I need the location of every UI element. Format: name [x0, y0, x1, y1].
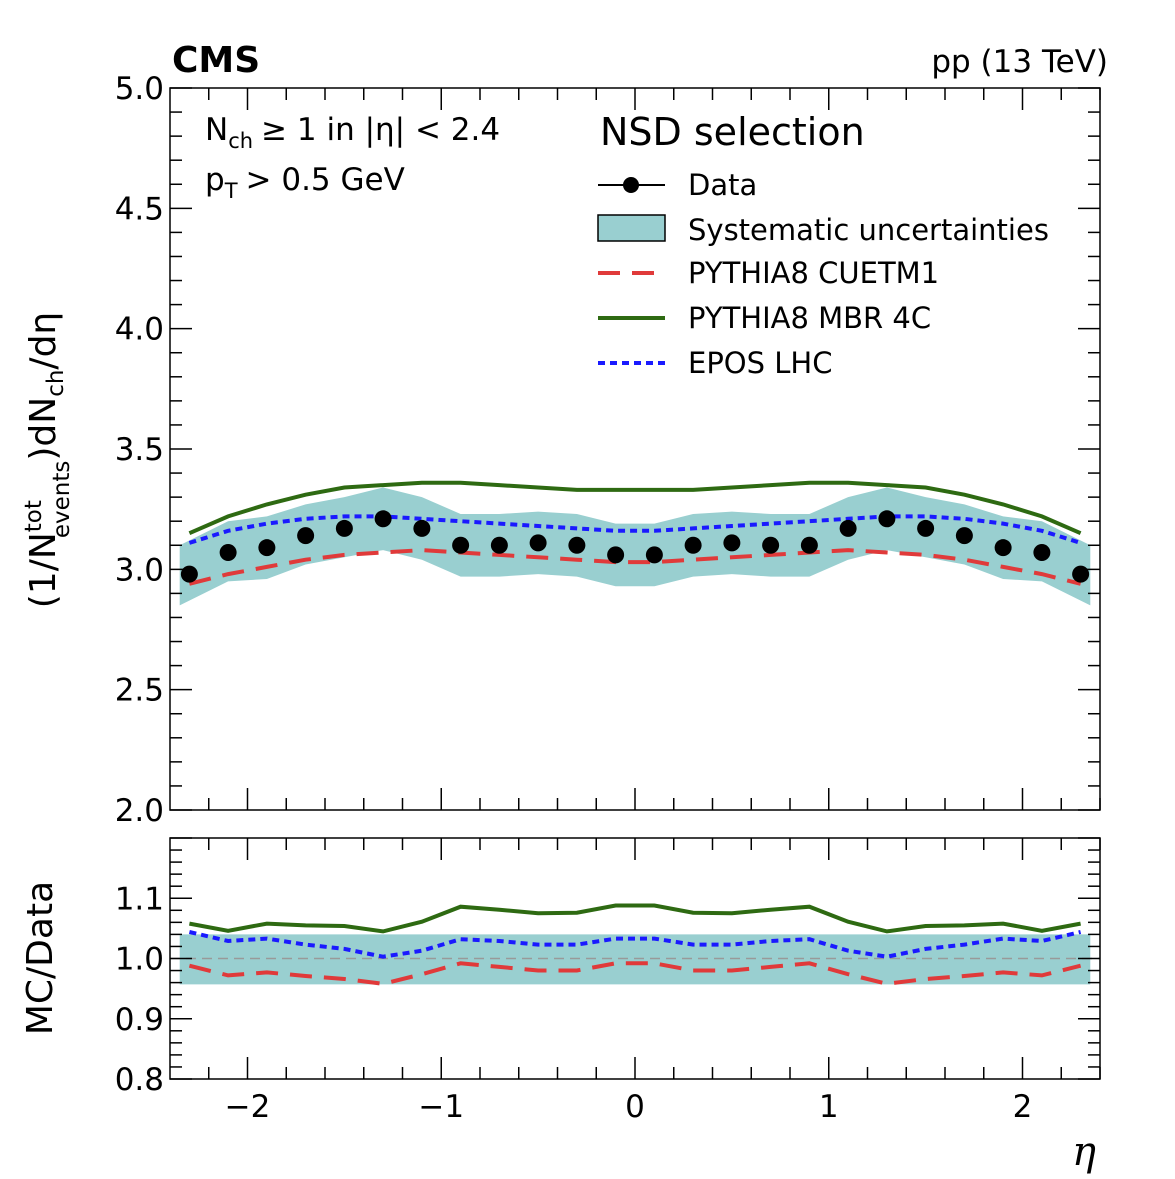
data-point	[1033, 543, 1051, 561]
x-tick-label: 1	[819, 1089, 839, 1125]
y-tick-label-main: 2.5	[115, 673, 164, 709]
series-mbr-ratio	[189, 903, 1081, 934]
x-tick-label: −2	[225, 1089, 271, 1125]
data-point	[374, 510, 392, 528]
legend-data-marker	[623, 177, 639, 193]
data-point	[180, 565, 198, 583]
data-point	[839, 519, 857, 537]
data-point	[917, 519, 935, 537]
y-tick-label-main: 2.0	[115, 793, 164, 829]
data-point	[568, 536, 586, 554]
data-point	[1072, 565, 1090, 583]
data-point	[994, 539, 1012, 557]
y-tick-label-ratio: 1.0	[115, 942, 164, 978]
legend-epos-label: EPOS LHC	[688, 346, 832, 380]
data-point	[297, 527, 315, 545]
legend-entry-epos: EPOS LHC	[598, 346, 832, 380]
syst-band-ratio	[179, 934, 1091, 985]
data-point	[645, 546, 663, 564]
data-point	[490, 536, 508, 554]
series-epos-main	[188, 514, 1082, 545]
data-point	[878, 510, 896, 528]
y-tick-label-main: 3.5	[115, 432, 164, 468]
y-tick-label-ratio: 0.9	[115, 1002, 164, 1038]
y-tick-label-ratio: 1.1	[115, 881, 164, 917]
data-point	[723, 534, 741, 552]
data-point	[452, 536, 470, 554]
legend-entry-data: Data	[598, 168, 757, 202]
legend-data-label: Data	[688, 168, 757, 202]
legend-entry-syst: Systematic uncertainties	[597, 213, 1049, 247]
x-axis-title: η	[1072, 1129, 1096, 1175]
legend-cuetm1-label: PYTHIA8 CUETM1	[688, 256, 939, 290]
data-point	[800, 536, 818, 554]
legend-syst-label: Systematic uncertainties	[688, 213, 1049, 247]
multiplicity-cut-text: Nch ≥ 1 in |η| < 2.4	[205, 112, 500, 153]
legend-entry-cuetm1: PYTHIA8 CUETM1	[598, 256, 939, 290]
data-point	[955, 527, 973, 545]
y-tick-label-main: 4.0	[115, 312, 164, 348]
data-point	[607, 546, 625, 564]
y-tick-label-main: 5.0	[115, 71, 164, 107]
x-tick-label: −1	[418, 1089, 464, 1125]
y-axis-title-main: (1/Ntotevents)dNch/dη	[21, 312, 75, 608]
data-point	[413, 519, 431, 537]
experiment-label: CMS	[172, 40, 260, 81]
legend: Data Systematic uncertainties PYTHIA8 CU…	[597, 168, 1049, 380]
ratio-panel: −2 −1 0 1 2 0.8 0.9 1.0 1.1	[115, 837, 1101, 1125]
series-mbr-main	[188, 480, 1082, 536]
y-tick-label-main: 3.0	[115, 552, 164, 588]
y-tick-label-ratio: 0.8	[115, 1062, 164, 1098]
x-tick-label: 2	[1013, 1089, 1033, 1125]
data-point	[762, 536, 780, 554]
data-point	[219, 543, 237, 561]
legend-mbr-label: PYTHIA8 MBR 4C	[688, 301, 931, 335]
y-tick-label-main: 4.5	[115, 191, 164, 227]
legend-syst-swatch	[597, 214, 666, 242]
legend-entry-mbr: PYTHIA8 MBR 4C	[598, 301, 931, 335]
data-point	[335, 519, 353, 537]
series-cuetm1-main	[188, 548, 1082, 586]
x-tick-label: 0	[625, 1089, 645, 1125]
series-epos-ratio	[188, 930, 1082, 959]
data-point	[684, 536, 702, 554]
data-point	[529, 534, 547, 552]
y-axis-title-ratio: MC/Data	[20, 881, 61, 1035]
data-point	[258, 539, 276, 557]
syst-band-main	[179, 487, 1091, 606]
series-cuetm1-ratio	[188, 961, 1082, 986]
selection-title: NSD selection	[600, 110, 865, 154]
energy-label: pp (13 TeV)	[931, 44, 1108, 80]
pt-cut-text: pT > 0.5 GeV	[205, 162, 405, 203]
main-panel: 2.0 2.5 3.0 3.5 4.0 4.5 5.0	[115, 71, 1101, 829]
